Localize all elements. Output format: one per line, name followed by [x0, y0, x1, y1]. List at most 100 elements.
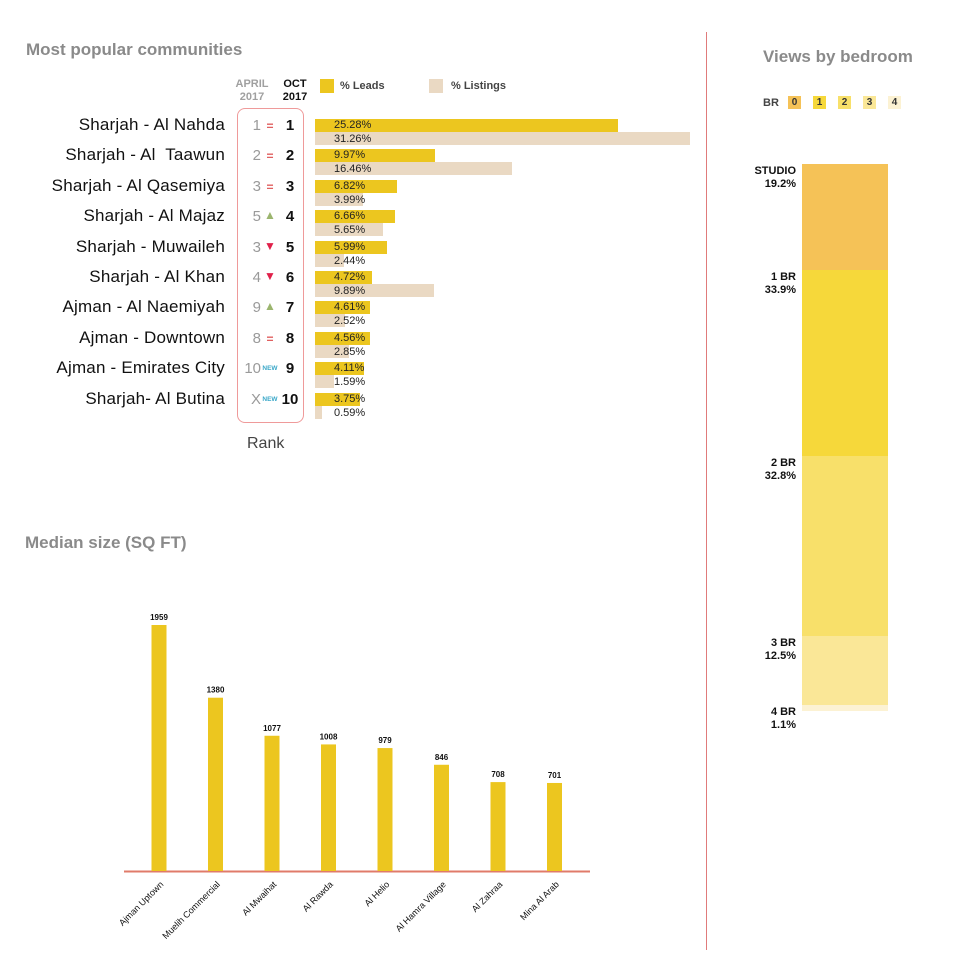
rank-april: 2 — [252, 147, 261, 165]
bar-leads — [315, 392, 360, 406]
legend-leads-label: % Leads — [340, 80, 385, 92]
community-row: Ajman - Emirates City 10 NEW 9 4.11% 1.59% — [0, 356, 969, 389]
bar-listings-label: 1.59% — [334, 376, 366, 389]
rank-april: 10 — [244, 360, 261, 378]
bar-leads-label: 25.28% — [334, 119, 372, 131]
median-size-category-label: Al Mwaihat — [240, 879, 279, 918]
bar-leads — [315, 362, 365, 376]
community-name: Sharjah - Al Majaz — [83, 206, 225, 226]
rank-october: 4 — [285, 208, 295, 226]
community-name: Ajman - Al Naemiyah — [62, 297, 225, 317]
bar-listings — [315, 253, 345, 267]
bar-listings-label: 16.46% — [334, 163, 372, 176]
rank-up-icon: ▲ — [264, 299, 276, 314]
community-name: Sharjah - Al Qasemiya — [51, 175, 225, 195]
bar-leads — [315, 149, 435, 163]
bar-listings — [315, 344, 350, 358]
community-row: Sharjah - Al Nahda 1 = 1 25.28% 31.26% — [0, 113, 969, 145]
rank-april: 3 — [252, 177, 261, 195]
bedroom-segment-name: STUDIO — [754, 165, 796, 177]
rank-caption: Rank — [247, 435, 285, 452]
median-size-value-label: 701 — [548, 771, 562, 780]
legend-leads-swatch — [320, 79, 334, 93]
bar-listings — [315, 405, 323, 419]
bedroom-legend-swatch: 2 — [838, 96, 851, 109]
bedroom-segment-label: 1 BR 33.9% — [738, 271, 796, 297]
median-size-category-label: Al Rawda — [301, 879, 335, 913]
bar-listings-label: 2.85% — [334, 345, 366, 358]
bar-listings — [315, 162, 513, 176]
bedroom-segment-value: 12.5% — [764, 650, 796, 663]
rank-frame — [237, 108, 304, 423]
rank-new-badge: NEW — [262, 395, 278, 403]
rank-october: 8 — [285, 329, 295, 347]
median-size-category-label: Al Hamra Village — [394, 879, 448, 933]
rank-down-icon: ▼ — [264, 269, 276, 283]
bedroom-segment-label: 2 BR 32.8% — [738, 457, 796, 483]
bar-listings-label: 2.44% — [334, 254, 366, 267]
bedroom-segment-name: 1 BR — [770, 270, 796, 283]
rank-up-icon: ▲ — [264, 208, 276, 223]
community-row: Sharjah - Al Taawun 2 = 2 9.97% 16.46% — [0, 143, 969, 176]
community-row: Sharjah- Al Butina X NEW 10 3.75% 0.59% — [0, 387, 969, 419]
bar-listings — [315, 314, 346, 328]
bar-leads — [315, 301, 371, 315]
median-size-bar — [434, 764, 449, 871]
rank-down-icon: ▼ — [264, 238, 276, 253]
rank-october: 7 — [285, 299, 295, 317]
legend-listings-label: % Listings — [451, 80, 507, 92]
rank-april: X — [250, 390, 261, 408]
community-row: Ajman - Al Naemiyah 9 ▲ 7 4.61% 2.52% — [0, 295, 969, 328]
median-size-value-label: 1380 — [207, 686, 225, 695]
median-size-bar — [377, 748, 393, 871]
bedroom-segment — [802, 269, 888, 456]
bar-leads-label: 4.11% — [334, 362, 365, 375]
community-name: Sharjah - Al Khan — [89, 267, 225, 286]
bar-listings-label: 31.26% — [334, 133, 372, 145]
median-size-value-label: 1959 — [150, 613, 168, 622]
bedroom-segment-label: STUDIO 19.2% — [738, 165, 796, 191]
bedroom-legend-swatch: 4 — [888, 96, 901, 109]
bar-leads-label: 5.99% — [334, 240, 366, 253]
bar-leads-label: 6.82% — [334, 179, 366, 192]
col-header-oct: OCT 2017 — [275, 78, 315, 104]
bedroom-segment — [802, 704, 888, 711]
rank-october: 1 — [285, 117, 295, 134]
rank-april: 9 — [252, 299, 261, 317]
median-size-chart: 1959 Ajman Uptown 1380 Muelih Commercial 107… — [117, 613, 590, 941]
bedroom-title: Views by bedroom — [763, 47, 913, 66]
bar-leads-label: 4.72% — [334, 271, 366, 283]
median-size-bar — [151, 625, 167, 871]
community-row: Sharjah - Al Qasemiya 3 = 3 6.82% 3.99% — [0, 174, 969, 206]
bar-leads-label: 3.75% — [334, 392, 366, 405]
median-size-value-label: 708 — [491, 770, 505, 779]
median-size-value-label: 1008 — [320, 732, 338, 741]
bedroom-segment — [802, 636, 888, 705]
rank-october: 10 — [281, 390, 299, 408]
rank-october: 2 — [285, 147, 295, 165]
bedroom-segment-value: 1.1% — [770, 718, 796, 731]
bedroom-segment-value: 32.8% — [764, 469, 796, 482]
bedroom-segment-name: 4 BR — [770, 705, 796, 718]
median-size-bar — [490, 782, 506, 871]
rank-same-icon: = — [266, 119, 274, 133]
rank-april: 3 — [252, 238, 261, 256]
bedroom-segment — [802, 164, 888, 270]
community-name: Sharjah- Al Butina — [85, 388, 225, 408]
bar-listings-label: 0.59% — [334, 406, 366, 419]
bar-listings-label: 5.65% — [334, 224, 366, 237]
community-name: Sharjah - Al Nahda — [78, 115, 225, 134]
bar-listings-label: 9.89% — [334, 285, 366, 297]
bedroom-segment-name: 2 BR — [770, 456, 796, 469]
median-size-bar — [321, 744, 336, 871]
bar-leads — [315, 179, 397, 193]
median-size-value-label: 846 — [435, 753, 449, 762]
rank-april: 4 — [252, 269, 261, 286]
rank-october: 9 — [285, 360, 295, 378]
median-size-category-label: Muelih Commercial — [160, 879, 222, 941]
median-size-category-label: Al Helio — [362, 879, 391, 908]
rank-same-icon: = — [266, 179, 274, 194]
median-size-value-label: 979 — [378, 736, 392, 745]
community-row: Sharjah - Muwaileh 3 ▼ 5 5.99% 2.44% — [0, 235, 969, 267]
bar-leads — [315, 210, 395, 224]
